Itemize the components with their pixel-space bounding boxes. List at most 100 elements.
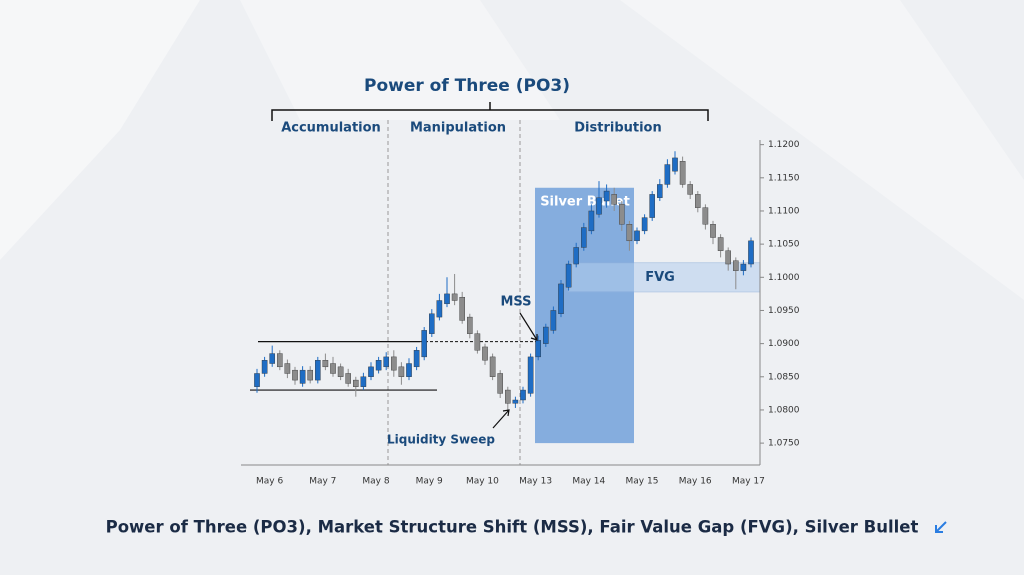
candle-body (679, 161, 686, 185)
candle-body (474, 333, 481, 351)
candle-body (512, 399, 519, 404)
candle-body (550, 310, 557, 331)
candle-body (619, 204, 625, 225)
candle-body (391, 356, 397, 371)
candle-body (695, 194, 701, 208)
silver-bullet-zone (535, 187, 634, 444)
candle-body (725, 250, 731, 265)
candle-body (520, 389, 526, 401)
candle-body (573, 247, 579, 265)
candle-body (527, 356, 534, 394)
candle-body (581, 227, 587, 248)
candle-body (375, 360, 382, 371)
liquidity-sweep-label: Liquidity Sweep (387, 433, 495, 447)
y-tick-label: 1.1150 (768, 173, 800, 183)
phase-label: Accumulation (281, 121, 381, 136)
candle-body (307, 369, 314, 381)
chart-title: Power of Three (PO3) (364, 76, 570, 96)
liquidity-sweep-arrow (492, 409, 510, 429)
candle-body (740, 263, 747, 271)
x-tick-label: May 17 (732, 477, 765, 487)
candle-body (558, 283, 564, 314)
candle-body (353, 379, 359, 387)
background-shape (240, 0, 560, 120)
y-tick-label: 1.0850 (768, 372, 800, 382)
candle-body (406, 363, 412, 377)
candle-body (292, 369, 298, 381)
candle-body (657, 184, 663, 198)
brace (271, 102, 709, 121)
candle-body (467, 316, 473, 334)
candle-body (497, 373, 504, 394)
caption-icon (935, 521, 947, 533)
background-shape (0, 0, 200, 260)
y-tick-label: 1.1000 (768, 273, 800, 283)
x-tick-label: May 6 (256, 477, 283, 487)
candle-body (261, 360, 268, 374)
candle-body (451, 293, 458, 301)
y-tick-label: 1.0900 (768, 339, 800, 349)
candle-body (596, 197, 602, 215)
candle-body (315, 360, 321, 381)
x-tick-label: May 10 (466, 477, 499, 487)
x-tick-label: May 14 (572, 477, 605, 487)
candle-body (398, 366, 405, 377)
candle-body (603, 190, 610, 202)
candle-body (641, 217, 648, 232)
candle-body (299, 369, 306, 384)
y-tick-label: 1.0750 (768, 439, 800, 449)
candle-body (717, 237, 724, 251)
candle-body (565, 263, 572, 288)
candle-body (284, 363, 291, 374)
candle-body (733, 260, 739, 271)
caption: Power of Three (PO3), Market Structure S… (106, 518, 919, 537)
candle-body (702, 207, 709, 225)
phase-label: Manipulation (410, 121, 506, 136)
candle-body (687, 184, 693, 195)
candle-body (489, 356, 496, 377)
y-tick-label: 1.0800 (768, 405, 800, 415)
candle-body (672, 157, 678, 172)
candle-body (444, 293, 450, 305)
x-tick-label: May 16 (679, 477, 712, 487)
candle-body (634, 230, 640, 242)
candle-body (710, 224, 716, 238)
candle-body (588, 210, 595, 232)
x-tick-label: May 7 (309, 477, 336, 487)
candle-body (535, 340, 541, 358)
candle-body (277, 353, 283, 368)
x-tick-label: May 9 (416, 477, 443, 487)
candle-body (337, 366, 344, 377)
y-tick-label: 1.1050 (768, 240, 800, 250)
candle-body (269, 353, 276, 364)
candle-body (436, 300, 443, 318)
candle-body (383, 356, 390, 368)
candle-body (649, 194, 655, 218)
candle-body (413, 350, 420, 368)
candle-body (459, 296, 466, 321)
x-tick-label: May 15 (626, 477, 659, 487)
candle-body (543, 326, 549, 344)
candle-body (345, 373, 352, 384)
y-tick-label: 1.1200 (768, 140, 800, 150)
candle-body (611, 194, 617, 205)
mss-arrow (519, 312, 538, 341)
background-shape (620, 0, 1024, 300)
candle-body (482, 346, 488, 361)
candle-body (254, 373, 260, 387)
candle-body (322, 360, 329, 368)
candle-body (421, 330, 428, 358)
x-tick-label: May 8 (362, 477, 389, 487)
candle-body (429, 313, 435, 334)
candle-body (748, 240, 754, 265)
y-tick-label: 1.1100 (768, 206, 800, 216)
candle-body (664, 164, 671, 185)
candle-body (330, 363, 336, 374)
mss-label: MSS (500, 295, 531, 310)
fvg-label: FVG (645, 270, 675, 285)
candle-body (368, 366, 374, 377)
x-tick-label: May 13 (519, 477, 552, 487)
candle-body (626, 224, 633, 242)
candle-body (360, 376, 367, 387)
